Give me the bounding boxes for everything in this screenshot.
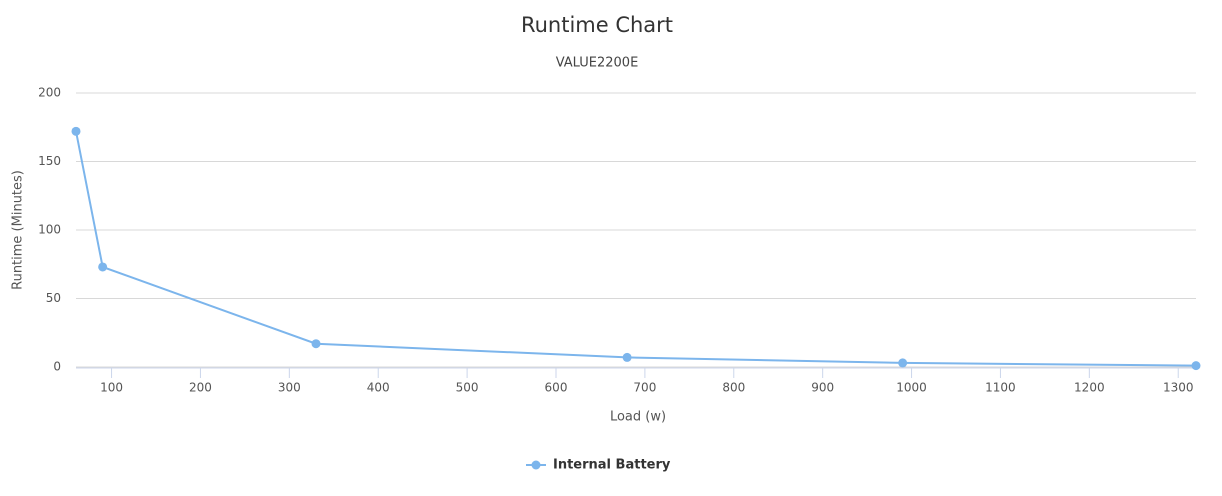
legend-label: Internal Battery — [553, 458, 671, 473]
x-tick-label: 1100 — [985, 381, 1016, 395]
data-point — [311, 339, 321, 349]
x-tick-label: 1200 — [1074, 381, 1105, 395]
x-tick-label: 500 — [456, 381, 479, 395]
y-tick-label: 200 — [38, 86, 61, 100]
data-point — [1191, 361, 1201, 371]
y-axis-title: Runtime (Minutes) — [11, 170, 26, 290]
y-tick-label: 50 — [46, 291, 61, 305]
x-tick-label: 800 — [722, 381, 745, 395]
series-line — [75, 131, 1197, 367]
y-tick-label: 150 — [38, 154, 61, 168]
x-tick-label: 1300 — [1163, 381, 1194, 395]
y-tick-label: 0 — [53, 360, 61, 374]
x-tick-label: 700 — [633, 381, 656, 395]
y-tick-label: 100 — [38, 223, 61, 237]
chart-subtitle: VALUE2200E — [556, 56, 639, 71]
x-tick-label: 400 — [367, 381, 390, 395]
x-tick-label: 100 — [100, 381, 123, 395]
legend-symbol — [531, 460, 541, 470]
x-tick-label: 300 — [278, 381, 301, 395]
x-axis-title: Load (w) — [610, 410, 666, 425]
x-tick-label: 200 — [189, 381, 212, 395]
x-tick-label: 900 — [811, 381, 834, 395]
data-point — [898, 358, 908, 368]
x-tick-label: 600 — [545, 381, 568, 395]
chart-title: Runtime Chart — [521, 13, 673, 37]
data-point — [71, 126, 81, 136]
data-point — [622, 352, 632, 362]
data-point — [98, 262, 108, 272]
x-tick-label: 1000 — [896, 381, 927, 395]
